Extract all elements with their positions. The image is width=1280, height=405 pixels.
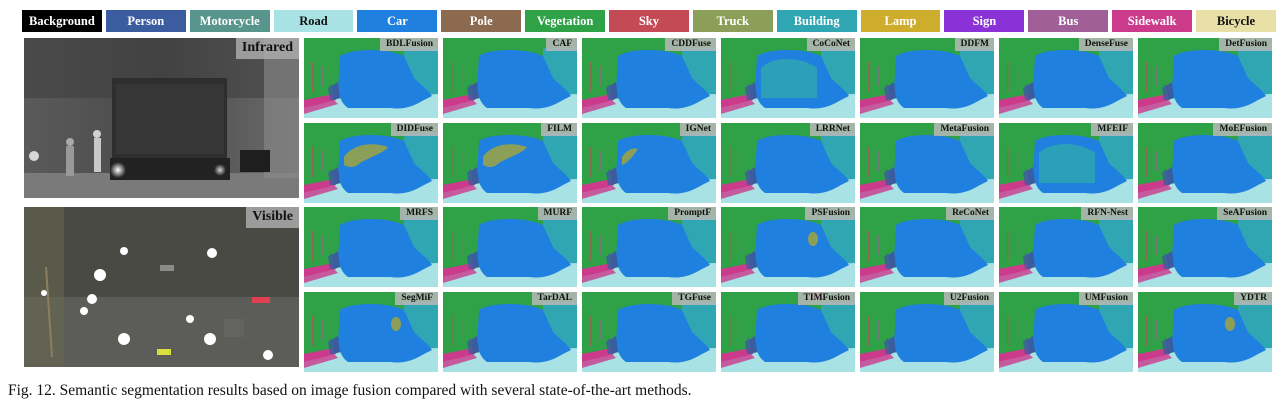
legend-item-car: Car — [357, 10, 438, 32]
segmentation-result-ddfm: DDFM — [860, 38, 994, 118]
segmentation-result-densefuse: DenseFuse — [999, 38, 1133, 118]
method-label: DenseFuse — [1078, 38, 1133, 51]
method-label: FILM — [541, 122, 577, 136]
method-label: MFEIF — [1091, 122, 1133, 136]
method-label: DDFM — [954, 38, 994, 51]
class-legend: Background Person Motorcycle Road Car Pole Veg… — [22, 10, 1276, 32]
method-label: CAF — [546, 38, 577, 51]
segmentation-result-ignet: IGNet — [582, 122, 716, 203]
method-label: BDLFusion — [380, 38, 438, 51]
segmentation-result-murf: MURF — [443, 207, 577, 287]
method-label: CDDFuse — [665, 38, 716, 51]
segmentation-results-grid: BDLFusion CAF CDDFuse — [304, 38, 1276, 372]
segmentation-result-film: FILM — [443, 122, 577, 203]
segmentation-result-segmif: SegMiF — [304, 291, 438, 372]
method-label: TGFuse — [672, 291, 716, 305]
segmentation-result-ydtr: YDTR — [1138, 291, 1272, 372]
method-label: PSFusion — [805, 207, 855, 220]
method-label: DetFusion — [1219, 38, 1272, 51]
legend-item-bicycle: Bicycle — [1196, 10, 1276, 32]
legend-item-person: Person — [105, 10, 186, 32]
legend-item-bus: Bus — [1028, 10, 1109, 32]
segmentation-result-lrrnet: LRRNet — [721, 122, 855, 203]
method-label: MRFS — [400, 207, 438, 220]
method-label: IGNet — [679, 122, 716, 136]
segmentation-result-umfusion: UMFusion — [999, 291, 1133, 372]
segmentation-result-detfusion: DetFusion — [1138, 38, 1272, 118]
segmentation-result-tgfuse: TGFuse — [582, 291, 716, 372]
visible-label: Visible — [246, 207, 299, 228]
method-label: RFN-Nest — [1081, 207, 1133, 220]
segmentation-result-u2fusion: U2Fusion — [860, 291, 994, 372]
segmentation-result-seafusion: SeAFusion — [1138, 207, 1272, 287]
segmentation-result-cddfuse: CDDFuse — [582, 38, 716, 118]
infrared-label: Infrared — [235, 38, 299, 59]
segmentation-result-mfeif: MFEIF — [999, 122, 1133, 203]
legend-item-sign: Sign — [944, 10, 1025, 32]
segmentation-result-promptf: PromptF — [582, 207, 716, 287]
segmentation-result-caf: CAF — [443, 38, 577, 118]
segmentation-result-mrfs: MRFS — [304, 207, 438, 287]
legend-item-road: Road — [273, 10, 354, 32]
method-label: MoEFusion — [1213, 122, 1272, 136]
infrared-source-image: Infrared — [24, 38, 299, 198]
legend-item-sky: Sky — [609, 10, 689, 32]
segmentation-result-didfuse: DIDFuse — [304, 122, 438, 203]
segmentation-result-tardal: TarDAL — [443, 291, 577, 372]
figure-caption: Fig. 12. Semantic segmentation results b… — [8, 382, 692, 399]
legend-item-motorcycle: Motorcycle — [189, 10, 270, 32]
visible-source-image: Visible — [24, 207, 299, 367]
method-label: DIDFuse — [390, 122, 438, 136]
segmentation-result-moefusion: MoEFusion — [1138, 122, 1272, 203]
segmentation-result-psfusion: PSFusion — [721, 207, 855, 287]
method-label: ReCoNet — [946, 207, 994, 220]
segmentation-result-timfusion: TIMFusion — [721, 291, 855, 372]
segmentation-result-coconet: CoCoNet — [721, 38, 855, 118]
method-label: SegMiF — [395, 291, 438, 305]
legend-item-sidewalk: Sidewalk — [1112, 10, 1193, 32]
method-label: MetaFusion — [934, 122, 994, 136]
method-label: TarDAL — [531, 291, 577, 305]
segmentation-result-bdlfusion: BDLFusion — [304, 38, 438, 118]
method-label: TIMFusion — [797, 291, 855, 305]
legend-item-background: Background — [22, 10, 102, 32]
segmentation-result-metafusion: MetaFusion — [860, 122, 994, 203]
legend-item-building: Building — [776, 10, 857, 32]
segmentation-result-reconet: ReCoNet — [860, 207, 994, 287]
legend-item-pole: Pole — [441, 10, 522, 32]
legend-item-vegetation: Vegetation — [525, 10, 606, 32]
segmentation-result-rfn-nest: RFN-Nest — [999, 207, 1133, 287]
method-label: CoCoNet — [806, 38, 855, 51]
method-label: PromptF — [668, 207, 716, 220]
method-label: UMFusion — [1078, 291, 1133, 305]
method-label: MURF — [537, 207, 577, 220]
method-label: YDTR — [1234, 291, 1272, 305]
method-label: U2Fusion — [943, 291, 994, 305]
method-label: SeAFusion — [1217, 207, 1272, 220]
legend-item-truck: Truck — [692, 10, 773, 32]
legend-item-lamp: Lamp — [860, 10, 941, 32]
method-label: LRRNet — [809, 122, 855, 136]
